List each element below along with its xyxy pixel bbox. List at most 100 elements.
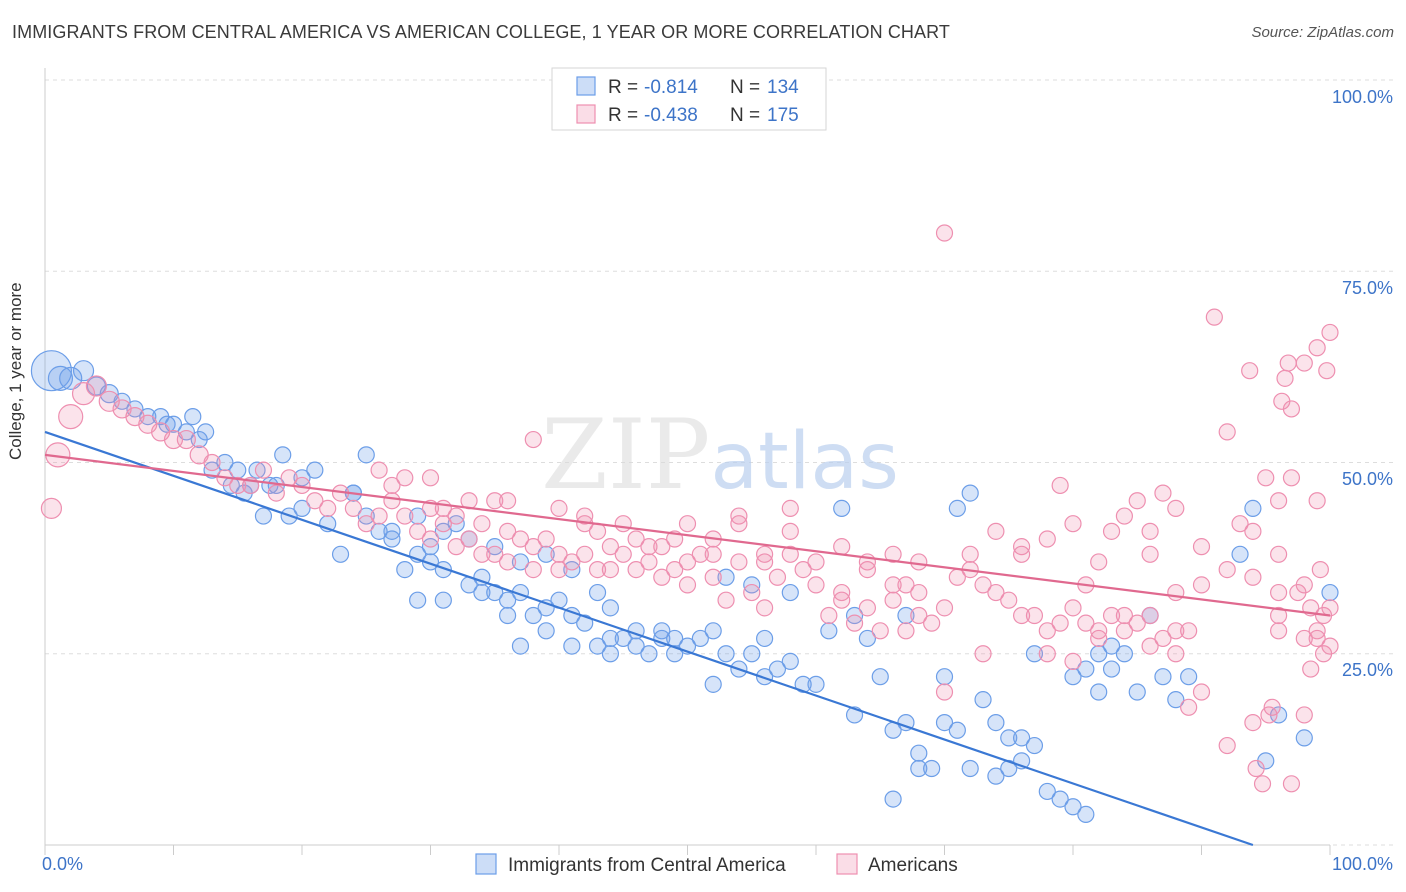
pink-point [460, 530, 478, 548]
blue-point [948, 721, 966, 739]
blue-point [524, 606, 542, 625]
pink-point [1318, 362, 1336, 380]
series-legend: Immigrants from Central America Americans [475, 853, 958, 876]
legend-swatch-pink [576, 104, 596, 124]
pink-point [370, 461, 388, 479]
blue-point [1025, 645, 1044, 663]
pink-point [176, 429, 196, 450]
pink-point [1308, 492, 1326, 510]
pink-point [1282, 469, 1301, 487]
pink-point [961, 545, 979, 563]
pink-point [1311, 560, 1329, 579]
pink-point [691, 545, 709, 563]
pink-point [1260, 706, 1278, 724]
pink-point [1253, 775, 1272, 793]
pink-point [974, 576, 992, 594]
blue-point [781, 652, 799, 671]
pink-point [511, 530, 530, 548]
blue-point [139, 408, 157, 426]
pink-point [601, 560, 620, 579]
blue-point [1128, 683, 1146, 701]
pink-point [421, 530, 440, 548]
pink-point [1012, 606, 1031, 625]
blue-point [473, 583, 491, 602]
pink-point [1244, 522, 1262, 540]
legend-r-value: -0.814 [644, 77, 698, 98]
pink-point [588, 560, 607, 579]
pink-point [858, 560, 877, 579]
blue-trend-line [44, 430, 1254, 847]
pink-point [550, 499, 568, 517]
watermark-atlas: atlas [710, 417, 899, 507]
pink-point [1295, 354, 1313, 372]
blue-point [1102, 637, 1121, 655]
legend-swatch-blue [576, 76, 596, 96]
blue-point [1244, 499, 1262, 517]
blue-point [537, 622, 555, 640]
blue-point [1231, 545, 1249, 563]
pink-trend-line [44, 453, 1331, 617]
pink-point [755, 545, 774, 563]
blue-point [434, 560, 452, 579]
pink-point [627, 560, 645, 579]
blue-point [717, 645, 735, 663]
pink-point [897, 622, 915, 640]
blue-point [627, 637, 645, 655]
pink-point [653, 538, 671, 556]
pink-point [1269, 583, 1288, 602]
pink-point [499, 492, 517, 510]
blue-point [910, 759, 928, 778]
pink-point [1244, 568, 1262, 586]
pink-point [1167, 645, 1185, 663]
pink-point [781, 499, 799, 517]
pink-point [58, 404, 84, 430]
pink-point [447, 538, 465, 556]
blue-point [794, 675, 812, 693]
blue-point [948, 499, 966, 517]
pink-point [576, 545, 594, 563]
blue-point [1167, 691, 1185, 709]
blue-point [306, 461, 324, 479]
pink-point [1141, 545, 1159, 563]
pink-point [987, 583, 1005, 602]
blue-point [1077, 805, 1095, 824]
blue-point [293, 499, 311, 517]
blue-point [1038, 782, 1056, 801]
pink-point [755, 599, 774, 617]
pink-point [627, 530, 645, 548]
blue-point [704, 622, 722, 640]
blue-point [588, 637, 607, 655]
pink-point [486, 545, 504, 563]
blue-point [935, 713, 954, 732]
pink-point [1282, 775, 1301, 793]
blue-point [961, 759, 979, 778]
blue-point [357, 446, 375, 464]
pink-point [1241, 362, 1259, 380]
pink-point [781, 522, 799, 540]
pink-point [820, 606, 838, 625]
pink-point [85, 375, 108, 397]
blue-point [1012, 729, 1031, 747]
blue-point [1064, 798, 1082, 816]
pink-point [678, 576, 697, 594]
pink-point [923, 614, 941, 632]
legend-r-value: -0.438 [644, 105, 698, 126]
pink-point [1269, 622, 1288, 640]
pink-point [794, 560, 812, 579]
pink-point [1269, 606, 1288, 625]
pink-point [524, 538, 542, 556]
pink-point [499, 553, 517, 571]
blue-point [1025, 736, 1044, 755]
pink-point [1269, 545, 1288, 563]
pink-point [653, 568, 671, 586]
legend-swatch-americans [836, 853, 858, 875]
pink-point [935, 683, 954, 701]
pink-point [421, 469, 440, 487]
pink-point [1192, 683, 1211, 701]
blue-point [1077, 660, 1095, 678]
pink-point [71, 382, 96, 406]
blue-point [923, 759, 941, 778]
pink-point [704, 545, 722, 563]
watermark-zip: ZIP [541, 399, 710, 511]
blue-point [254, 507, 273, 525]
